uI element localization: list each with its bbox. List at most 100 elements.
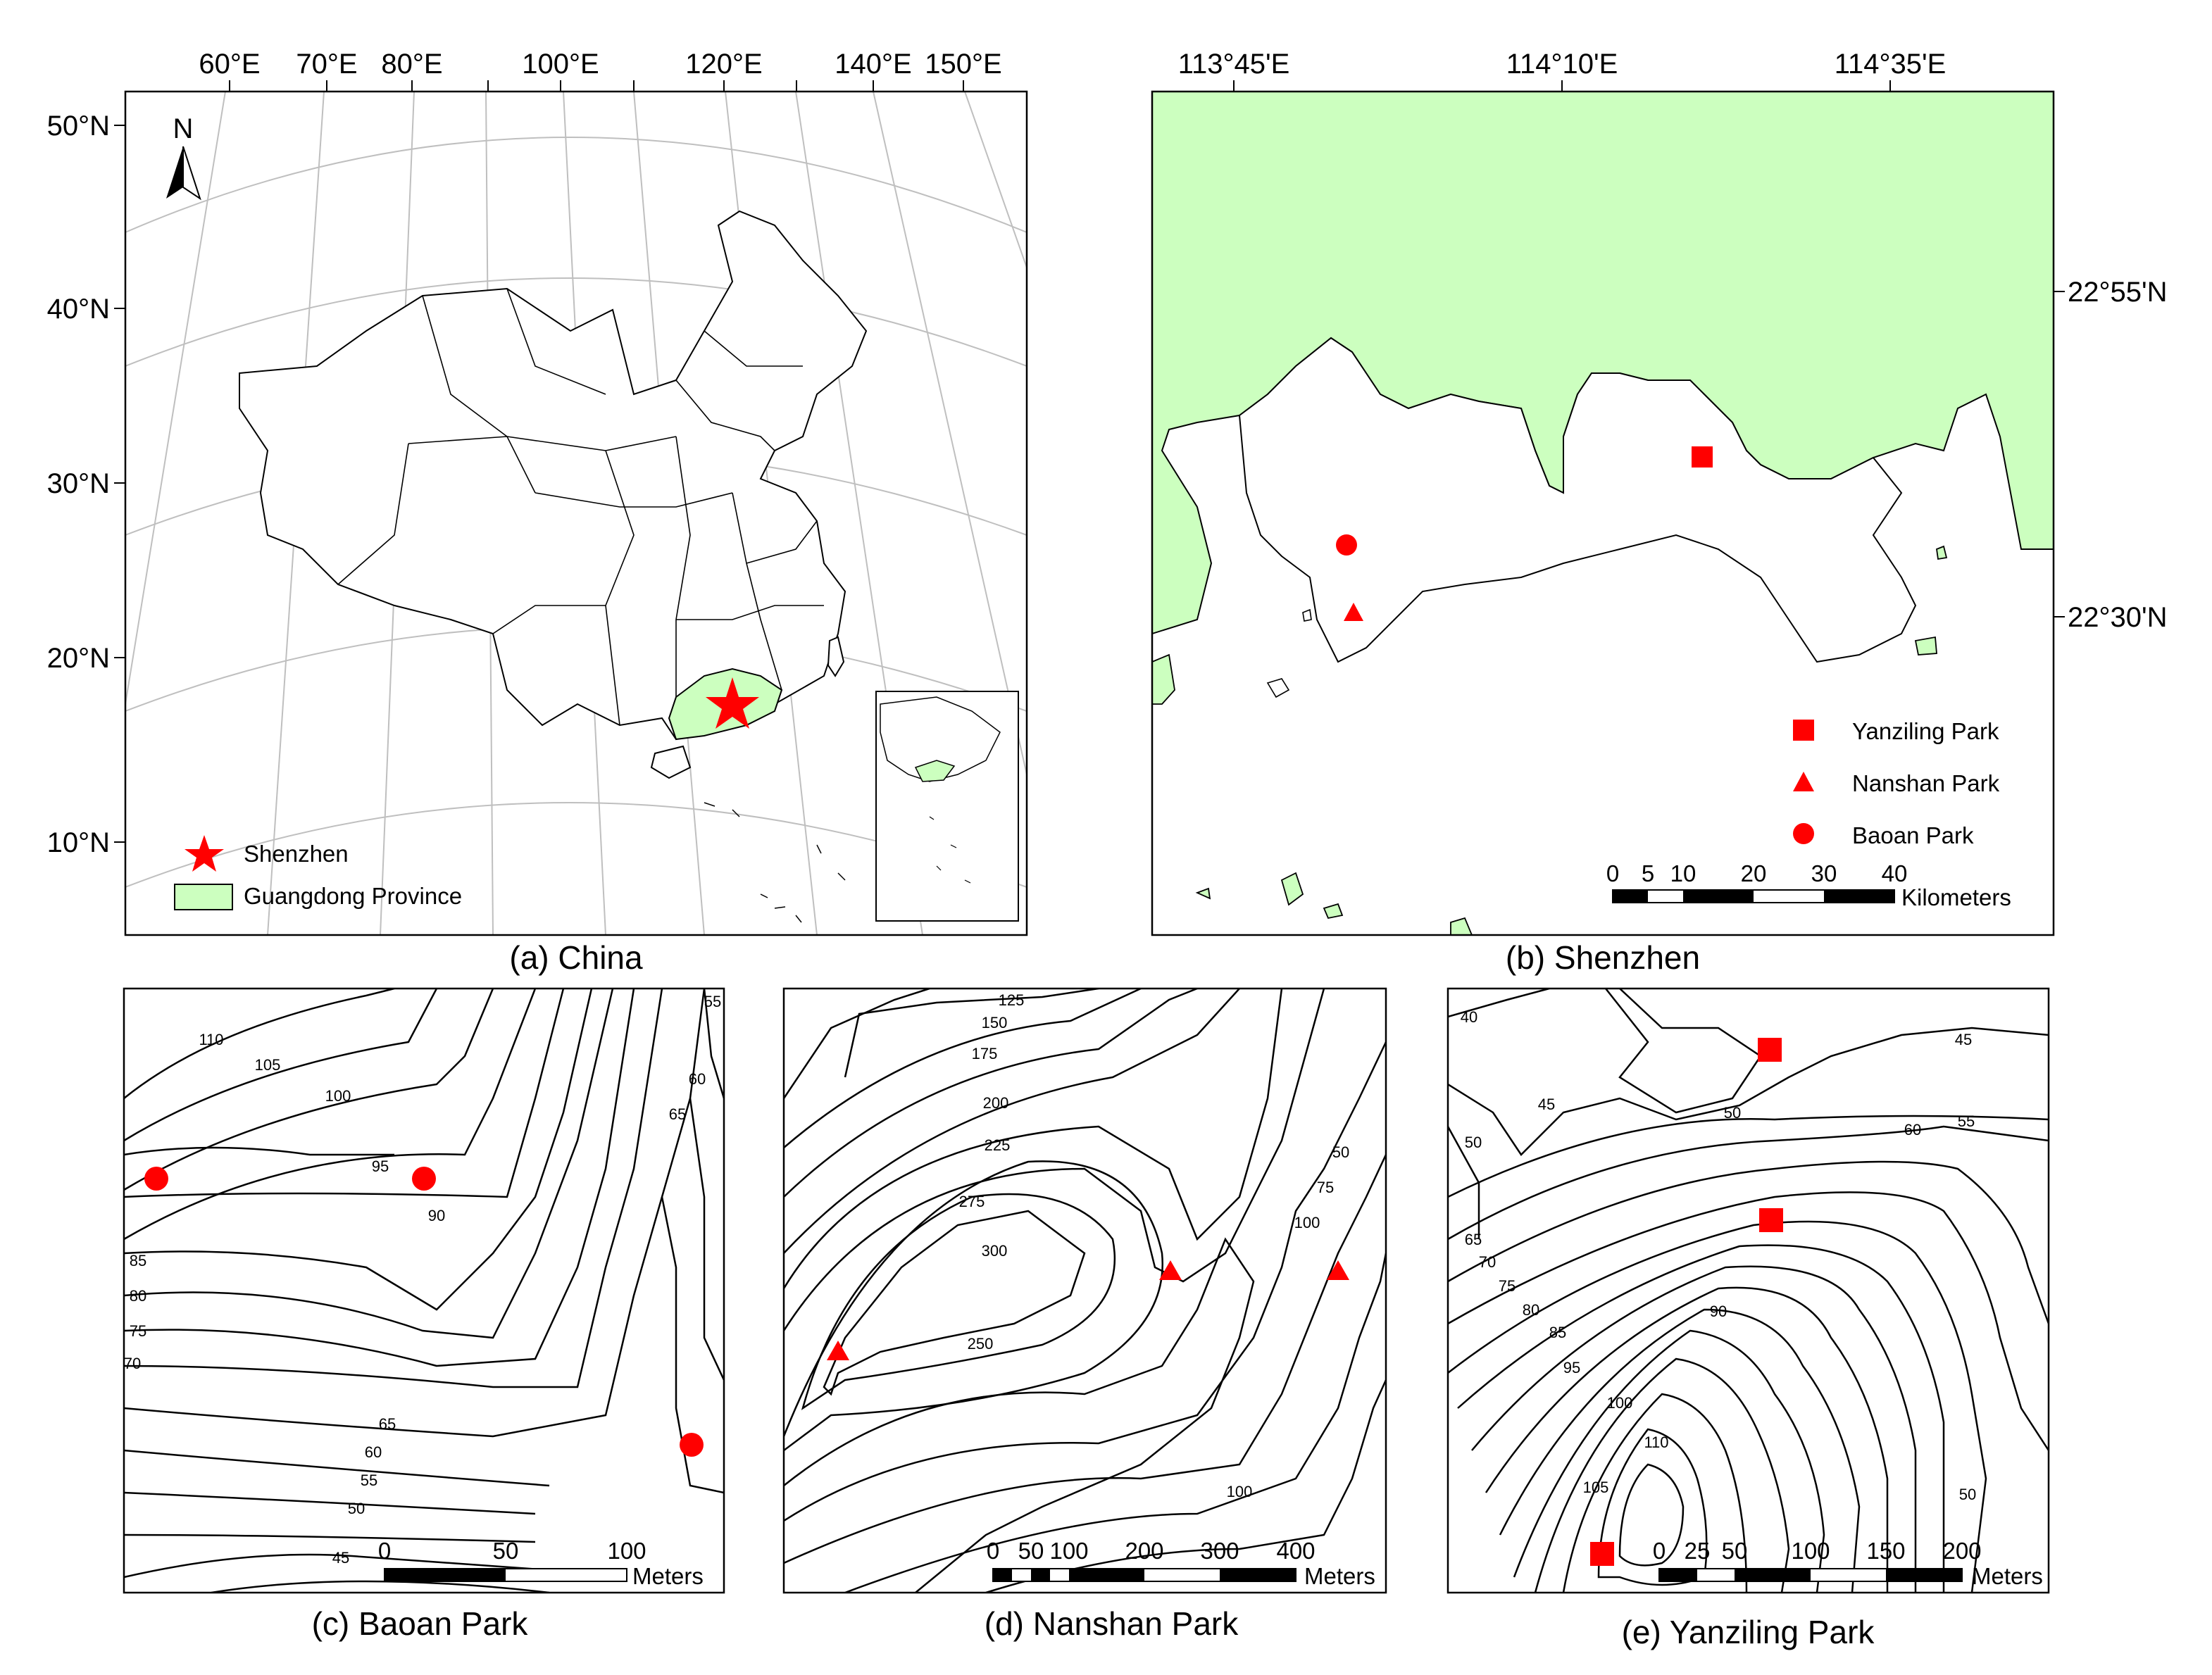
inset-islands bbox=[929, 816, 971, 884]
shenzhen-map bbox=[1152, 92, 2054, 935]
contour-label: 300 bbox=[982, 1242, 1008, 1260]
china-lon-labels: 60°E 70°E 80°E 100°E 120°E 140°E 150°E bbox=[199, 49, 1001, 80]
contour-label: 65 bbox=[379, 1415, 396, 1433]
contour-label: 45 bbox=[1955, 1031, 1972, 1048]
lon-label: 150°E bbox=[925, 49, 1001, 80]
south-china-sea-islands bbox=[704, 802, 846, 923]
shenzhen-small-islets bbox=[1266, 608, 1312, 698]
contour-label: 150 bbox=[982, 1014, 1008, 1031]
legend-label: Yanziling Park bbox=[1852, 718, 1999, 744]
nanshan-contour-labels: 125 150 175 200 225 275 300 250 100 50 7… bbox=[959, 991, 1350, 1500]
contour-label: 175 bbox=[972, 1045, 998, 1062]
nanshan-scale-bar: 0 50 100 200 300 400 Meters bbox=[987, 1538, 1375, 1589]
china-outline bbox=[239, 210, 868, 923]
scale-tick-label: 50 bbox=[1018, 1538, 1044, 1564]
contour-label: 60 bbox=[689, 1070, 706, 1088]
contour-label: 90 bbox=[428, 1207, 445, 1224]
china-map-frame bbox=[124, 90, 1028, 936]
scale-tick-label: 100 bbox=[1791, 1538, 1830, 1564]
contour-label: 65 bbox=[669, 1105, 686, 1123]
contour-label: 80 bbox=[1523, 1301, 1539, 1319]
baoan-map-frame bbox=[123, 987, 725, 1594]
china-lat-ticks bbox=[114, 125, 125, 843]
baoan-site-marker bbox=[412, 1167, 436, 1191]
scale-unit: Meters bbox=[1304, 1563, 1375, 1589]
nanshan-map-frame bbox=[782, 987, 1387, 1594]
lat-label: 20°N bbox=[47, 643, 110, 674]
lon-label: 70°E bbox=[296, 49, 357, 80]
contour-label: 225 bbox=[985, 1136, 1011, 1154]
lat-label: 22°30'N bbox=[2068, 602, 2168, 633]
yanziling-site-marker bbox=[1590, 1542, 1614, 1566]
scale-tick-label: 200 bbox=[1942, 1538, 1981, 1564]
baoan-site-marker bbox=[144, 1167, 168, 1191]
contour-label: 75 bbox=[1499, 1277, 1516, 1295]
yanziling-scale-bar: 0 25 50 100 150 200 Meters bbox=[1653, 1538, 2043, 1589]
yanziling-contour-labels: 40 45 45 50 55 50 60 65 70 75 80 85 90 9… bbox=[1461, 1008, 1976, 1503]
nanshan-contours bbox=[784, 989, 1386, 1593]
yanziling-contours bbox=[1448, 989, 2049, 1593]
panel-caption: (a) China bbox=[509, 939, 643, 976]
legend-label: Shenzhen bbox=[244, 841, 349, 867]
panel-caption: (c) Baoan Park bbox=[312, 1605, 529, 1642]
panel-china: 60°E 70°E 80°E 100°E 120°E 140°E 150°E 5… bbox=[47, 49, 1028, 976]
contour-label: 60 bbox=[365, 1443, 382, 1461]
lat-label: 30°N bbox=[47, 468, 110, 499]
contour-label: 110 bbox=[1644, 1434, 1668, 1451]
scale-tick-label: 0 bbox=[378, 1538, 391, 1564]
scale-tick-label: 25 bbox=[1685, 1538, 1711, 1564]
contour-label: 95 bbox=[372, 1158, 389, 1175]
shenzhen-star-icon bbox=[706, 677, 759, 729]
inset-land bbox=[880, 696, 1001, 782]
contour-label: 55 bbox=[1958, 1112, 1975, 1130]
contour-label: 50 bbox=[1465, 1134, 1482, 1151]
north-arrow-icon bbox=[166, 146, 183, 199]
scale-tick-label: 150 bbox=[1866, 1538, 1905, 1564]
nanshan-site-marker bbox=[1159, 1260, 1182, 1280]
lon-label: 120°E bbox=[685, 49, 762, 80]
legend-triangle-icon bbox=[1793, 772, 1814, 791]
panel-shenzhen: 113°45'E 114°10'E 114°35'E 22°55'N 22°30… bbox=[1151, 49, 2168, 976]
contour-label: 55 bbox=[361, 1472, 377, 1489]
lat-label: 10°N bbox=[47, 827, 110, 858]
scale-tick-label: 300 bbox=[1200, 1538, 1239, 1564]
shenzhen-legend: Yanziling Park Nanshan Park Baoan Park bbox=[1793, 718, 2000, 848]
legend-circle-icon bbox=[1793, 823, 1814, 844]
panel-caption: (b) Shenzhen bbox=[1506, 939, 1700, 976]
shenzhen-lon-ticks bbox=[1233, 80, 1891, 92]
contour-label: 75 bbox=[1317, 1179, 1334, 1196]
scale-tick-label: 0 bbox=[1653, 1538, 1666, 1564]
contour-label: 105 bbox=[1583, 1479, 1609, 1496]
legend-square-icon bbox=[1793, 720, 1814, 741]
shenzhen-lon-labels: 113°45'E 114°10'E 114°35'E bbox=[1178, 49, 1947, 80]
scale-unit: Meters bbox=[1972, 1563, 2043, 1589]
legend-label: Baoan Park bbox=[1852, 822, 1974, 848]
baoan-marker bbox=[1336, 534, 1357, 556]
scale-tick-label: 0 bbox=[1606, 860, 1619, 886]
contour-label: 100 bbox=[325, 1087, 351, 1105]
yanziling-map-frame bbox=[1446, 987, 2050, 1594]
contour-label: 275 bbox=[959, 1193, 985, 1210]
panel-baoan: 110 105 100 95 90 85 80 75 70 65 60 55 5… bbox=[123, 987, 725, 1642]
scale-tick-label: 40 bbox=[1882, 860, 1908, 886]
province-borders bbox=[337, 288, 824, 726]
scale-tick-label: 20 bbox=[1741, 860, 1767, 886]
contour-label: 50 bbox=[348, 1500, 365, 1517]
scale-tick-label: 400 bbox=[1276, 1538, 1315, 1564]
shenzhen-islands bbox=[1152, 545, 1948, 935]
contour-label: 65 bbox=[1465, 1231, 1482, 1248]
baoan-contours bbox=[124, 989, 724, 1593]
scale-tick-label: 0 bbox=[987, 1538, 999, 1564]
contour-label: 250 bbox=[968, 1335, 994, 1353]
china-lon-ticks bbox=[229, 80, 964, 92]
scale-tick-label: 30 bbox=[1811, 860, 1837, 886]
yanziling-marker bbox=[1692, 446, 1713, 468]
legend-star-icon bbox=[185, 835, 224, 872]
shenzhen-lat-labels: 22°55'N 22°30'N bbox=[2068, 277, 2168, 633]
scale-tick-label: 100 bbox=[1049, 1538, 1088, 1564]
contour-label: 40 bbox=[1461, 1008, 1477, 1026]
scale-tick-label: 10 bbox=[1670, 860, 1697, 886]
contour-label: 100 bbox=[1294, 1214, 1320, 1231]
panel-nanshan: 125 150 175 200 225 275 300 250 100 50 7… bbox=[782, 987, 1387, 1642]
